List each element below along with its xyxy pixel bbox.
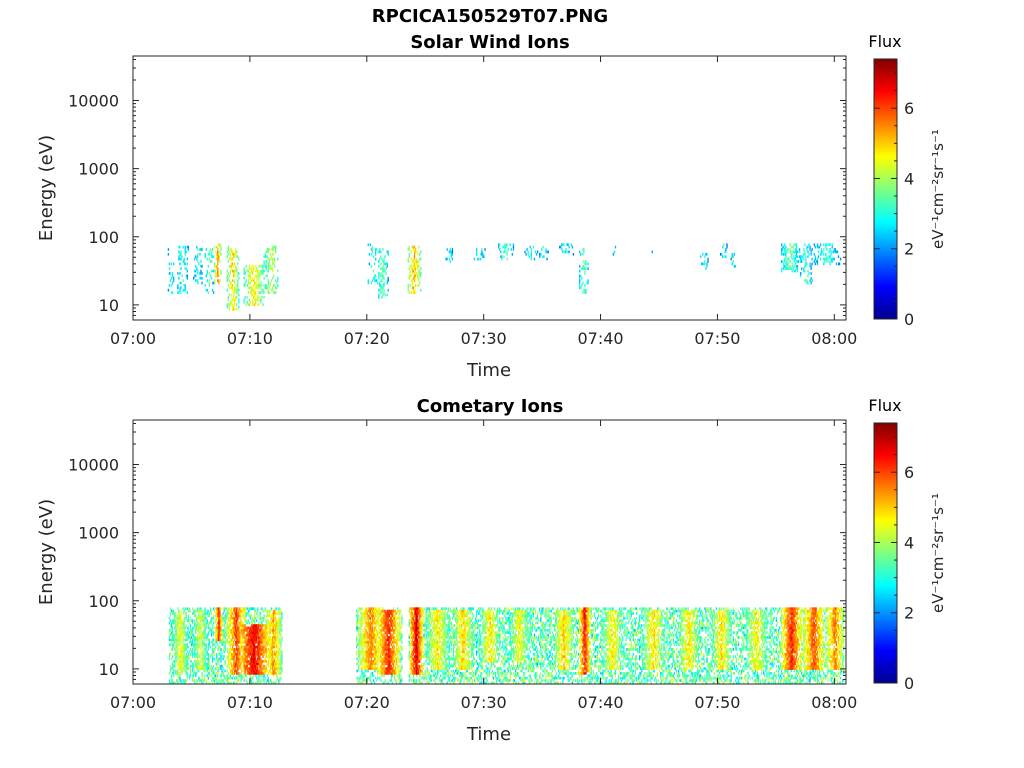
- y-tick-label: 10: [99, 660, 119, 679]
- x-tick-label: 08:00: [811, 693, 857, 712]
- y-tick-label: 100: [88, 228, 119, 247]
- x-tick-label: 07:20: [344, 329, 390, 348]
- y-tick-label: 1000: [78, 524, 119, 543]
- x-tick-label: 07:50: [694, 693, 740, 712]
- colorbar-unit-label: eV⁻¹cm⁻²sr⁻¹s⁻¹: [929, 493, 947, 613]
- colorbar-tick-label: 4: [904, 533, 914, 552]
- colorbar-tick-label: 2: [904, 604, 914, 623]
- colorbar-tick-label: 0: [904, 674, 914, 693]
- y-axis-label: Energy (eV): [36, 135, 57, 241]
- x-tick-label: 07:30: [461, 329, 507, 348]
- colorbar-gradient: [873, 422, 898, 684]
- colorbar-tick-label: 6: [904, 99, 914, 118]
- x-tick-label: 07:10: [227, 693, 273, 712]
- colorbar-tick-label: 2: [904, 240, 914, 259]
- x-tick-label: 07:30: [461, 693, 507, 712]
- colorbar: Flux 0 2 4 6 eV⁻¹cm⁻²sr⁻¹s⁻¹: [868, 32, 947, 329]
- colorbar-title: Flux: [868, 396, 901, 415]
- x-tick-label: 07:00: [110, 329, 156, 348]
- y-tick-label: 10: [99, 296, 119, 315]
- cometary-panel: Cometary Ions 07:00 07:10 07:20 07:30 07:40 0…: [36, 396, 947, 745]
- x-tick-label: 07:50: [694, 329, 740, 348]
- x-tick-label: 07:40: [577, 329, 623, 348]
- x-axis-label: Time: [466, 724, 511, 745]
- colorbar: Flux 0 2 4 6 eV⁻¹cm⁻²sr⁻¹s⁻¹: [868, 396, 947, 693]
- x-tick-label: 08:00: [811, 329, 857, 348]
- colorbar-tick-label: 0: [904, 310, 914, 329]
- panel-title: Cometary Ions: [417, 396, 564, 417]
- x-tick-label: 07:40: [577, 693, 623, 712]
- colorbar-title: Flux: [868, 32, 901, 51]
- y-tick-label: 10000: [68, 92, 119, 111]
- spectrogram-cells: [168, 607, 845, 685]
- colorbar-gradient: [873, 58, 898, 320]
- colorbar-unit-label: eV⁻¹cm⁻²sr⁻¹s⁻¹: [929, 129, 947, 249]
- y-axis-label: Energy (eV): [36, 499, 57, 605]
- x-tick-label: 07:20: [344, 693, 390, 712]
- colorbar-tick-label: 6: [904, 463, 914, 482]
- x-tick-label: 07:10: [227, 329, 273, 348]
- panel-title: Solar Wind Ions: [410, 32, 569, 53]
- x-tick-label: 07:00: [110, 693, 156, 712]
- x-axis-label: Time: [466, 360, 511, 381]
- spectrogram-plot: 07:00 07:10 07:20 07:30 07:40 07:50 08:00 10 100…: [68, 419, 857, 712]
- spectrogram-plot: 07:00 07:10 07:20 07:30 07:40 07:50 08:00 10 100…: [68, 55, 857, 348]
- solar-wind-panel: Solar Wind Ions 07:00 07:10 07:20 07:30 07:4…: [36, 32, 947, 381]
- y-tick-label: 1000: [78, 160, 119, 179]
- y-tick-label: 10000: [68, 456, 119, 475]
- y-tick-label: 100: [88, 592, 119, 611]
- colorbar-tick-label: 4: [904, 169, 914, 188]
- figure-title: RPCICA150529T07.PNG: [371, 6, 609, 27]
- spectrogram-cells: [167, 243, 842, 311]
